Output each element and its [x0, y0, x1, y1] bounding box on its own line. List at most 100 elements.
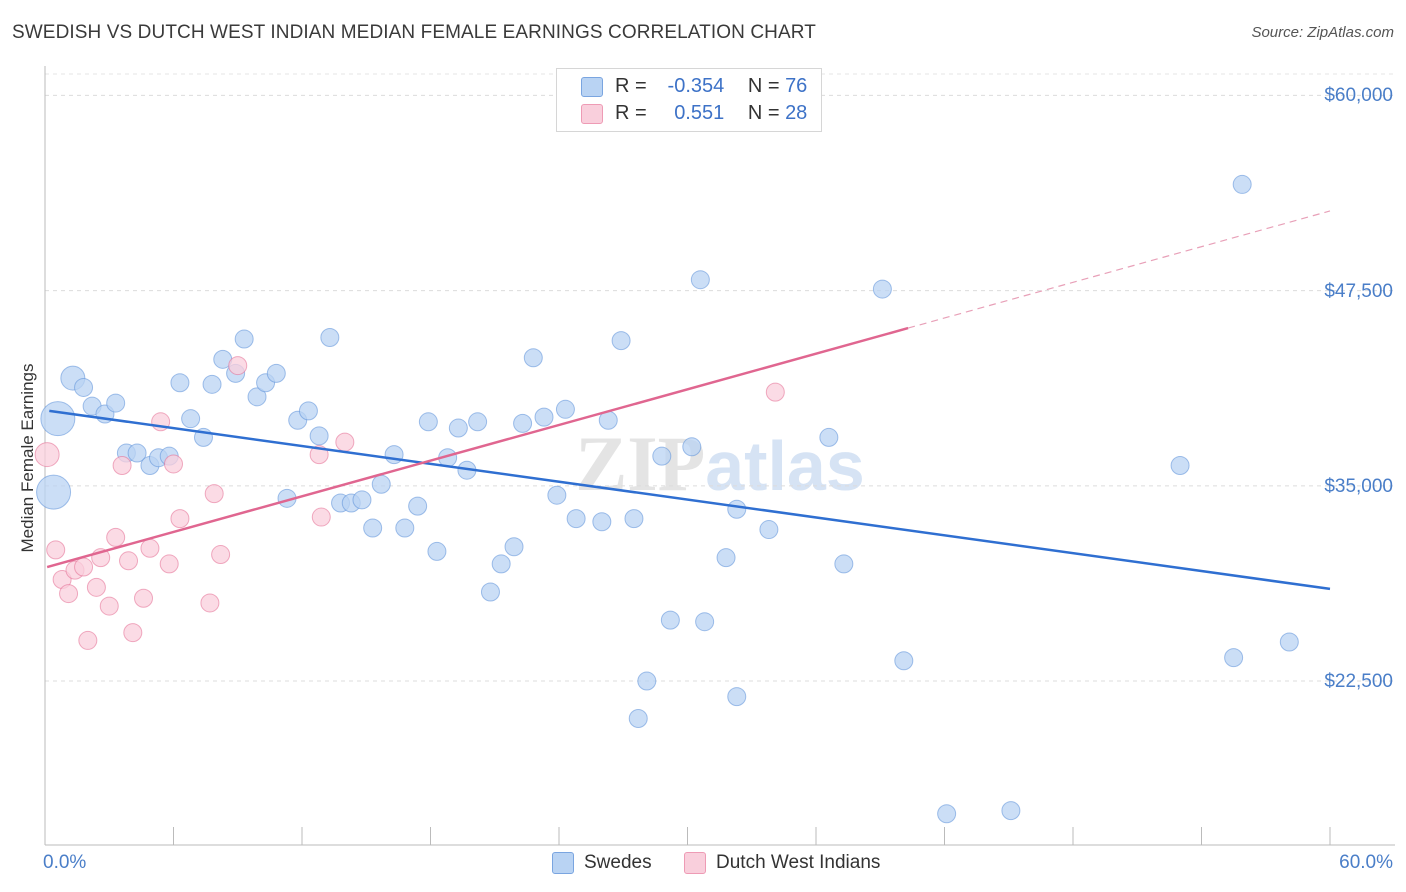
swedes-point[interactable]: [170, 373, 190, 393]
legend-r-label: R =: [615, 102, 647, 124]
swedes-point[interactable]: [682, 437, 702, 457]
swedes-point[interactable]: [371, 474, 391, 494]
swedes-point[interactable]: [727, 687, 747, 707]
swedes-point[interactable]: [872, 279, 892, 299]
dutch-west-indians-point[interactable]: [34, 442, 60, 468]
swedes-point[interactable]: [1232, 174, 1252, 194]
legend-r-value: 0.551: [674, 102, 725, 124]
swedes-point[interactable]: [418, 412, 438, 432]
gridlines: [45, 73, 1395, 682]
legend-n-label: N =: [747, 75, 780, 97]
dutch-west-indians-point[interactable]: [765, 382, 785, 402]
trend-lines: [46, 210, 1331, 591]
swedes-point[interactable]: [74, 377, 94, 397]
swedes-point[interactable]: [547, 485, 567, 505]
dutch-west-indians-point[interactable]: [123, 623, 143, 643]
dutch-west-indians-point[interactable]: [164, 454, 183, 474]
swedes-point[interactable]: [202, 374, 222, 394]
swedes-point[interactable]: [637, 671, 657, 691]
swedes-point[interactable]: [894, 651, 914, 671]
swedes-point[interactable]: [234, 329, 254, 349]
dutch-west-indians-legend-swatch: [684, 852, 706, 874]
legend-r-value: -0.354: [667, 75, 725, 97]
legend-swedes[interactable]: Swedes: [552, 852, 652, 874]
swedes-point[interactable]: [36, 474, 72, 510]
swedes-point[interactable]: [427, 541, 447, 561]
legend-n-label: N =: [747, 102, 780, 124]
swedes-point[interactable]: [695, 612, 715, 632]
dutch-west-indians-point[interactable]: [59, 584, 79, 604]
legend-dutch-west-indians[interactable]: Dutch West Indians: [684, 852, 880, 874]
swedes-point[interactable]: [491, 554, 511, 574]
swedes-trend-line: [49, 409, 1331, 591]
dutch-west-indians-point[interactable]: [134, 588, 154, 608]
dutch-west-indians-point[interactable]: [140, 538, 160, 558]
swedes-point[interactable]: [727, 499, 747, 519]
dutch-west-indians-point[interactable]: [204, 484, 224, 504]
swedes-point[interactable]: [819, 427, 839, 447]
dutch-west-indians-swatch: [581, 103, 603, 124]
swedes-point[interactable]: [395, 518, 415, 538]
swedes-point[interactable]: [690, 270, 710, 290]
dutch-west-indians-point[interactable]: [46, 540, 66, 560]
swedes-point[interactable]: [1279, 632, 1299, 652]
swedes-point[interactable]: [566, 509, 586, 529]
swedes-point[interactable]: [320, 327, 340, 347]
dutch-west-indians-trend-extension: [907, 210, 1331, 329]
y-tick-label: $22,500: [1324, 671, 1393, 693]
swedes-point[interactable]: [652, 446, 672, 466]
swedes-point[interactable]: [937, 804, 957, 824]
swedes-point[interactable]: [468, 412, 488, 432]
swedes-point[interactable]: [40, 401, 76, 437]
swedes-point[interactable]: [309, 426, 329, 446]
swedes-point[interactable]: [660, 610, 680, 630]
x-tick-max: 60.0%: [1339, 852, 1393, 873]
dutch-west-indians-point[interactable]: [335, 432, 355, 452]
swedes-point[interactable]: [352, 490, 372, 510]
swedes-point[interactable]: [624, 509, 644, 529]
swedes-point[interactable]: [611, 331, 631, 351]
dutch-west-indians-point[interactable]: [74, 557, 94, 577]
swedes-point[interactable]: [266, 363, 286, 383]
x-tick-min: 0.0%: [43, 852, 87, 873]
swedes-point[interactable]: [448, 418, 468, 438]
dutch-west-indians-point[interactable]: [86, 577, 106, 597]
swedes-point[interactable]: [127, 443, 147, 463]
swedes-point[interactable]: [1224, 648, 1244, 668]
dutch-west-indians-point[interactable]: [112, 456, 132, 476]
dutch-west-indians-point[interactable]: [99, 596, 119, 616]
swedes-point[interactable]: [181, 409, 201, 429]
swedes-point[interactable]: [523, 348, 543, 368]
swedes-point[interactable]: [534, 407, 554, 427]
swedes-point[interactable]: [1170, 456, 1190, 476]
dutch-west-indians-point[interactable]: [200, 593, 220, 613]
legend-row-swedes: R = -0.354 N = 76: [581, 75, 807, 101]
swedes-point[interactable]: [363, 518, 383, 538]
swedes-point[interactable]: [247, 387, 267, 407]
swedes-point[interactable]: [513, 413, 533, 433]
legend-row-dutch-west-indians: R = 0.551 N = 28: [581, 102, 807, 128]
swedes-point[interactable]: [408, 496, 428, 516]
swedes-point[interactable]: [628, 709, 648, 729]
swedes-point[interactable]: [592, 512, 612, 532]
legend-r-label: R =: [615, 75, 647, 97]
swedes-point[interactable]: [504, 537, 524, 557]
dutch-west-indians-point[interactable]: [211, 545, 231, 565]
swedes-point[interactable]: [759, 520, 779, 540]
dutch-west-indians-point[interactable]: [228, 356, 248, 376]
dutch-west-indians-point[interactable]: [106, 527, 126, 547]
dutch-west-indians-point[interactable]: [311, 507, 331, 527]
stats-legend: R = -0.354 N = 76 R = 0.551 N = 28: [556, 68, 822, 132]
swedes-point[interactable]: [716, 548, 736, 568]
swedes-point[interactable]: [555, 399, 575, 419]
dutch-west-indians-point[interactable]: [78, 630, 98, 650]
swedes-point[interactable]: [106, 393, 126, 413]
swedes-point[interactable]: [1001, 801, 1021, 821]
swedes-point[interactable]: [298, 401, 318, 421]
swedes-point[interactable]: [834, 554, 854, 574]
y-tick-label: $47,500: [1324, 280, 1393, 302]
dutch-west-indians-point[interactable]: [119, 551, 139, 571]
dutch-west-indians-point[interactable]: [159, 554, 179, 574]
swedes-point[interactable]: [480, 582, 500, 602]
dutch-west-indians-point[interactable]: [170, 509, 190, 529]
